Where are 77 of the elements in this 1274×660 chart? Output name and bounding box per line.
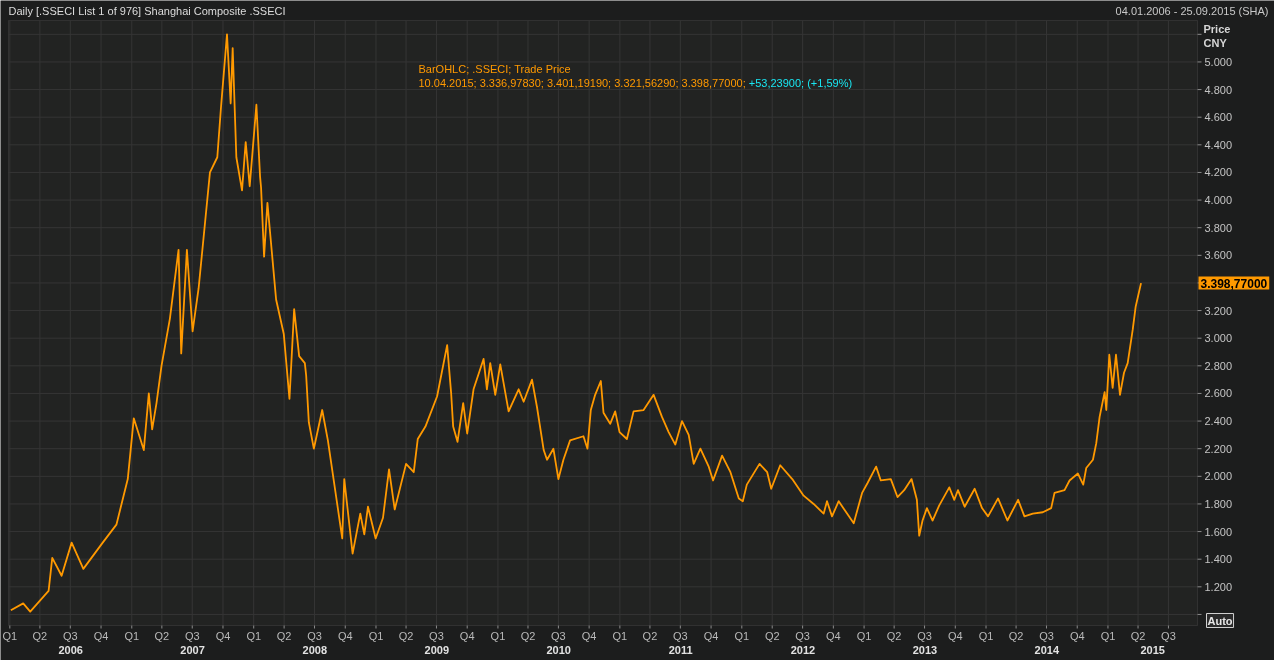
x2-tick-label: 2015	[1140, 643, 1165, 656]
x-tick-label: Q4	[337, 629, 353, 642]
x-tick-label: Q3	[673, 629, 688, 642]
x-tick-label: Q1	[1100, 629, 1116, 642]
y-tick-label: 1.200	[1204, 580, 1233, 593]
y-tick-label: 3.200	[1204, 304, 1233, 317]
y-tick-label: 1.600	[1204, 525, 1233, 538]
x-tick-label: Q4	[947, 629, 963, 642]
y-tick-label: 2.600	[1204, 387, 1233, 400]
y-tick-label: 4.600	[1204, 111, 1233, 124]
x-tick-label: Q4	[581, 629, 597, 642]
y-tick-label: 4.400	[1204, 138, 1233, 151]
x-tick-label: Q2	[520, 629, 536, 642]
x-tick-label: Q1	[2, 629, 18, 642]
y-tick-label: 3.000	[1204, 332, 1233, 345]
x-tick-label: Q3	[184, 629, 200, 642]
y-tick-label: 2.000	[1204, 470, 1233, 483]
annotation: +53,23900; (+1,59%)	[748, 76, 853, 89]
annotation: 10.04.2015; 3.336,97830; 3.401,19190; 3.321,56290; 3.398,77000;	[418, 76, 746, 89]
y-tick-label: 1.800	[1204, 497, 1233, 510]
x-tick-label: Q4	[215, 629, 231, 642]
x-tick-label: Q4	[459, 629, 475, 642]
x-tick-label: Q2	[886, 629, 902, 642]
x2-tick-label: 2013	[912, 643, 938, 656]
x-tick-label: Q2	[154, 629, 170, 642]
x-tick-label: Q2	[32, 629, 48, 642]
annotation: BarOHLC; .SSECI; Trade Price	[418, 62, 571, 75]
x-tick-label: Q2	[1130, 629, 1146, 642]
y-tick-label: 5.000	[1204, 55, 1233, 68]
y-tick-label: 2.200	[1204, 442, 1233, 455]
text: Auto	[1207, 614, 1233, 627]
x-tick-label: Q2	[276, 629, 292, 642]
y-tick-label: 4.800	[1204, 83, 1233, 96]
chart-subtitle: 04.01.2006 - 25.09.2015 (SHA)	[1115, 4, 1269, 17]
chart-title: Daily [.SSECI List 1 of 976] Shanghai Composite .SSECI	[8, 4, 286, 17]
x2-tick-label: 2007	[180, 643, 205, 656]
x-tick-label: Q1	[490, 629, 506, 642]
line-series	[9, 33, 1142, 613]
x2-tick-label: 2014	[1034, 643, 1060, 656]
x2-tick-label: 2010	[546, 643, 571, 656]
x2-tick-label: 2011	[668, 643, 693, 656]
x-tick-label: Q2	[764, 629, 780, 642]
y-tick-label: 2.800	[1204, 359, 1233, 372]
x-tick-label: Q3	[1161, 629, 1176, 642]
x-tick-label: Q1	[124, 629, 140, 642]
x-tick-label: Q2	[1008, 629, 1024, 642]
y-tick-label: 1.400	[1204, 553, 1233, 566]
x-tick-label: Q4	[826, 629, 841, 642]
x-tick-label: Q3	[1039, 629, 1054, 642]
x-tick-label: Q2	[398, 629, 414, 642]
y-tick-label: 2.400	[1204, 415, 1233, 428]
x2-tick-label: 2006	[58, 643, 83, 656]
x-tick-label: Q3	[307, 629, 322, 642]
text: 3.398,77000	[1200, 276, 1268, 291]
x-tick-label: Q3	[62, 629, 78, 642]
x-tick-label: Q1	[368, 629, 384, 642]
x-tick-label: Q4	[93, 629, 109, 642]
x-tick-label: Q1	[978, 629, 994, 642]
y-tick-label: 4.200	[1204, 166, 1233, 179]
y-tick-label: 3.600	[1204, 249, 1233, 262]
x2-tick-label: 2008	[302, 643, 328, 656]
x-tick-label: Q3	[551, 629, 566, 642]
x-tick-label: Q1	[856, 629, 872, 642]
x-tick-label: Q4	[703, 629, 719, 642]
x2-tick-label: 2009	[424, 643, 450, 656]
y-tick-label: 3.800	[1204, 221, 1233, 234]
x-tick-label: Q3	[429, 629, 444, 642]
x-tick-label: Q1	[246, 629, 262, 642]
x-tick-label: Q3	[795, 629, 810, 642]
x2-tick-label: 2012	[790, 643, 816, 656]
x-tick-label: Q3	[917, 629, 932, 642]
x-tick-label: Q1	[612, 629, 628, 642]
y-tick-label: 4.000	[1204, 194, 1233, 207]
x-tick-label: Q4	[1069, 629, 1085, 642]
y-axis-title: Price CNY	[1203, 22, 1231, 49]
x-tick-label: Q1	[734, 629, 750, 642]
x-tick-label: Q2	[642, 629, 658, 642]
